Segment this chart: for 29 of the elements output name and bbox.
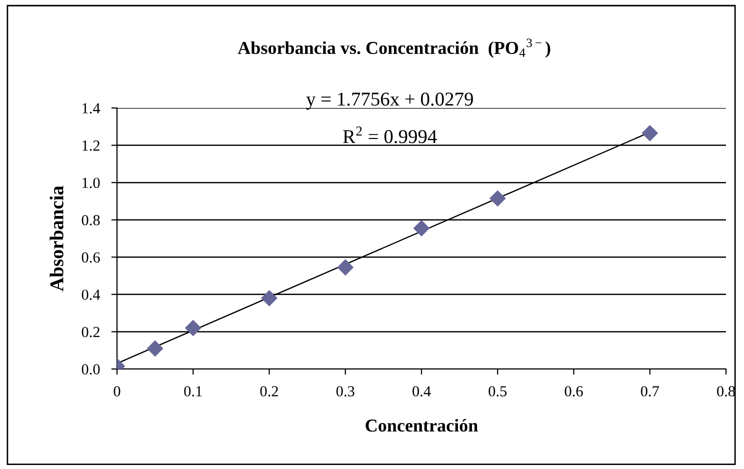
x-axis-title: Concentración [366,418,478,432]
y-tick-label: 0.6 [82,252,100,263]
annotation: y = 1.7756x + 0.0279 [306,92,473,110]
y-tick-label: 1.4 [82,103,100,114]
point [642,124,658,142]
point [413,220,430,236]
y-tick-label: 0.8 [82,215,100,226]
x-tick-label: 0.5 [488,386,507,396]
x-tick-label: 0.2 [260,386,278,396]
y-axis-title: Absorbancia [50,186,64,292]
x-tick-label: 0.7 [640,386,659,396]
x-tick-label: 0.3 [336,386,354,396]
point [146,340,164,357]
point [261,290,278,306]
x-tick-label: 0 [114,386,120,396]
x-tick-label: 0.8 [717,386,735,396]
annotation: R$^{2}$ = 0.9994 [343,126,437,144]
point [489,190,506,207]
point [184,320,202,336]
x-tick-label: 0.1 [184,386,202,396]
y-tick-label: 0.0 [82,364,100,375]
y-tick-label: 0.4 [82,290,100,300]
x-tick-label: 0.6 [564,386,583,396]
y-tick-label: 0.2 [82,326,100,338]
point [337,259,354,276]
chart-title: Absorbancia vs. Concentración (PO$_{4}$$^{3−}$) [238,38,550,58]
y-tick-label: 1.2 [82,140,100,151]
x-tick-label: 0.4 [412,386,431,396]
y-tick-label: 1.0 [82,178,100,188]
